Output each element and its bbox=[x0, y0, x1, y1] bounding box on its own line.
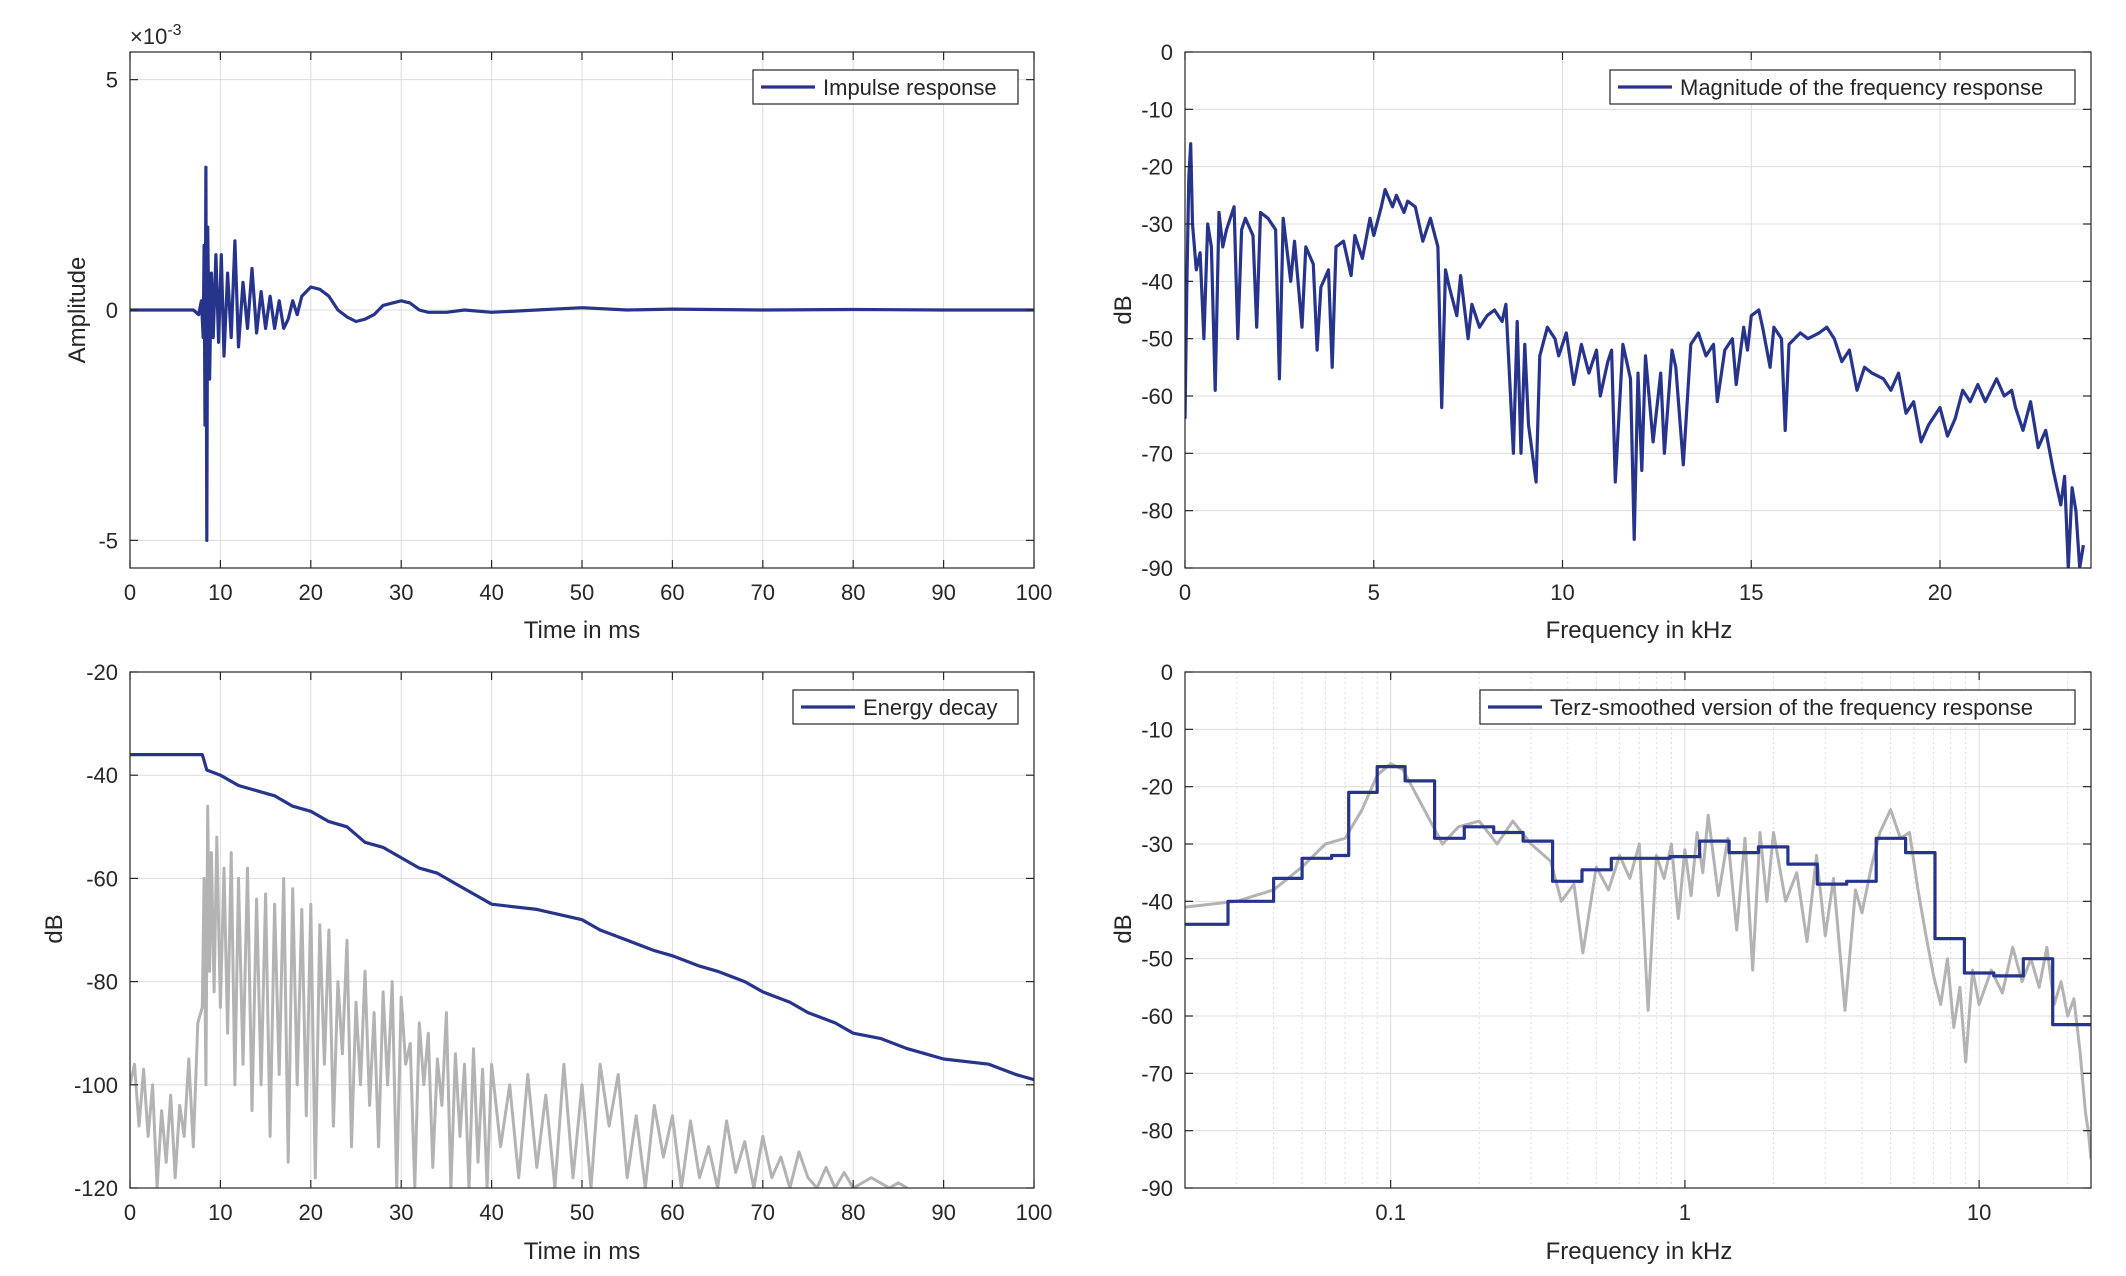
impulse-x-tick-label: 40 bbox=[479, 580, 503, 605]
energy-x-tick-label: 50 bbox=[570, 1200, 594, 1225]
terz-y-tick-label: -80 bbox=[1141, 1119, 1173, 1144]
terz-y-tick-label: -90 bbox=[1141, 1176, 1173, 1201]
magnitude-y-axis-label: dB bbox=[1110, 295, 1137, 324]
energy-x-tick-label: 10 bbox=[208, 1200, 232, 1225]
energy-background-trace-line bbox=[130, 804, 909, 1188]
impulse-x-tick-label: 0 bbox=[124, 580, 136, 605]
energy-plot-area bbox=[130, 753, 1034, 1188]
impulse-x-tick-label: 10 bbox=[208, 580, 232, 605]
energy-series-line bbox=[130, 753, 1034, 1082]
impulse-y-tick-label: 0 bbox=[106, 298, 118, 323]
energy-x-tick-label: 100 bbox=[1016, 1200, 1053, 1225]
magnitude-x-tick-label: 20 bbox=[1928, 580, 1952, 605]
energy-x-tick-label: 30 bbox=[389, 1200, 413, 1225]
terz-legend-label: Terz-smoothed version of the frequency r… bbox=[1550, 695, 2033, 720]
impulse-x-tick-label: 60 bbox=[660, 580, 684, 605]
energy-y-axis-label: dB bbox=[41, 914, 68, 943]
energy-x-tick-label: 70 bbox=[751, 1200, 775, 1225]
impulse-x-tick-label: 70 bbox=[751, 580, 775, 605]
impulse-legend-label: Impulse response bbox=[823, 75, 997, 100]
energy-y-tick-label: -20 bbox=[86, 660, 118, 685]
energy-y-tick-label: -80 bbox=[86, 970, 118, 995]
terz-x-tick-label: 1 bbox=[1679, 1200, 1691, 1225]
magnitude-y-tick-label: -50 bbox=[1141, 327, 1173, 352]
impulse-x-axis-label: Time in ms bbox=[524, 617, 640, 644]
terz-y-tick-label: 0 bbox=[1161, 660, 1173, 685]
magnitude-x-tick-label: 10 bbox=[1550, 580, 1574, 605]
energy-x-tick-label: 0 bbox=[124, 1200, 136, 1225]
magnitude-y-tick-label: -40 bbox=[1141, 269, 1173, 294]
magnitude-y-tick-label: -20 bbox=[1141, 155, 1173, 180]
energy-legend: Energy decay bbox=[792, 689, 1019, 725]
terz-x-axis-label: Frequency in kHz bbox=[1546, 1238, 1733, 1265]
terz-axes-box bbox=[1184, 671, 2092, 1189]
energy-y-tick-label: -100 bbox=[74, 1073, 118, 1098]
impulse-exponent-label: ×10-3 bbox=[130, 22, 182, 49]
magnitude-y-tick-label: 0 bbox=[1161, 40, 1173, 65]
terz-series-line bbox=[1185, 765, 2091, 1027]
magnitude-legend-box bbox=[1609, 69, 2076, 105]
magnitude-x-axis-label: Frequency in kHz bbox=[1546, 617, 1733, 644]
terz-y-axis-label: dB bbox=[1110, 914, 1137, 943]
impulse-y-axis-label: Amplitude bbox=[64, 257, 91, 364]
impulse-plot-area bbox=[130, 165, 1034, 542]
terz-y-tick-label: -20 bbox=[1141, 775, 1173, 800]
magnitude-y-tick-label: -60 bbox=[1141, 384, 1173, 409]
terz-y-tick-label: -50 bbox=[1141, 947, 1173, 972]
energy-x-axis-label: Time in ms bbox=[524, 1238, 640, 1265]
energy-y-tick-label: -120 bbox=[74, 1176, 118, 1201]
energy-y-tick-label: -60 bbox=[86, 866, 118, 891]
magnitude-plot-area bbox=[1185, 142, 2085, 568]
terz-x-tick-label: 10 bbox=[1967, 1200, 1991, 1225]
terz-legend-box bbox=[1479, 689, 2076, 725]
terz-y-tick-label: -60 bbox=[1141, 1004, 1173, 1029]
impulse-x-tick-label: 20 bbox=[299, 580, 323, 605]
impulse-x-tick-label: 30 bbox=[389, 580, 413, 605]
magnitude-legend: Magnitude of the frequency response bbox=[1609, 69, 2076, 105]
magnitude-x-tick-label: 5 bbox=[1368, 580, 1380, 605]
impulse-response-panel: Time in ms Amplitude ×10-3 0 10 20 30 40 50 60… bbox=[64, 22, 1052, 644]
impulse-y-tick-label: -5 bbox=[98, 528, 118, 553]
energy-legend-label: Energy decay bbox=[863, 695, 998, 720]
magnitude-y-tick-label: -80 bbox=[1141, 499, 1173, 524]
impulse-x-tick-label: 90 bbox=[931, 580, 955, 605]
magnitude-y-tick-label: -30 bbox=[1141, 212, 1173, 237]
energy-x-tick-label: 20 bbox=[299, 1200, 323, 1225]
magnitude-x-tick-label: 15 bbox=[1739, 580, 1763, 605]
energy-decay-panel: Time in ms dB 0 10 20 30 40 50 60 70 80 90 100 -20 -… bbox=[41, 660, 1052, 1265]
terz-smoothed-panel: Frequency in kHz dB 0.1 1 10 0 -10 -20 -30 -40 -… bbox=[1110, 660, 2092, 1265]
terz-legend: Terz-smoothed version of the frequency r… bbox=[1479, 689, 2076, 725]
magnitude-axes-box bbox=[1184, 51, 2092, 569]
terz-y-tick-label: -40 bbox=[1141, 889, 1173, 914]
magnitude-x-tick-label: 0 bbox=[1179, 580, 1191, 605]
magnitude-legend-label: Magnitude of the frequency response bbox=[1680, 75, 2043, 100]
energy-x-tick-label: 60 bbox=[660, 1200, 684, 1225]
magnitude-y-tick-label: -10 bbox=[1141, 97, 1173, 122]
magnitude-y-tick-label: -90 bbox=[1141, 556, 1173, 581]
energy-x-tick-label: 80 bbox=[841, 1200, 865, 1225]
energy-y-tick-label: -40 bbox=[86, 763, 118, 788]
terz-x-tick-label: 0.1 bbox=[1375, 1200, 1406, 1225]
magnitude-panel: Frequency in kHz dB 0 5 10 15 20 0 -10 -20 -30 -4… bbox=[1110, 40, 2092, 644]
impulse-x-tick-label: 80 bbox=[841, 580, 865, 605]
impulse-series-line bbox=[130, 165, 1034, 542]
terz-y-tick-label: -30 bbox=[1141, 832, 1173, 857]
terz-plot-area bbox=[1185, 762, 2091, 1160]
impulse-legend: Impulse response bbox=[752, 69, 1019, 105]
magnitude-series-line bbox=[1185, 142, 2085, 568]
impulse-x-tick-label: 50 bbox=[570, 580, 594, 605]
energy-x-tick-label: 40 bbox=[479, 1200, 503, 1225]
terz-y-tick-label: -70 bbox=[1141, 1061, 1173, 1086]
impulse-x-tick-label: 100 bbox=[1016, 580, 1053, 605]
magnitude-y-tick-label: -70 bbox=[1141, 441, 1173, 466]
energy-x-tick-label: 90 bbox=[931, 1200, 955, 1225]
terz-background-trace-line bbox=[1185, 762, 2091, 1160]
impulse-y-tick-label: 5 bbox=[106, 68, 118, 93]
terz-y-tick-label: -10 bbox=[1141, 717, 1173, 742]
